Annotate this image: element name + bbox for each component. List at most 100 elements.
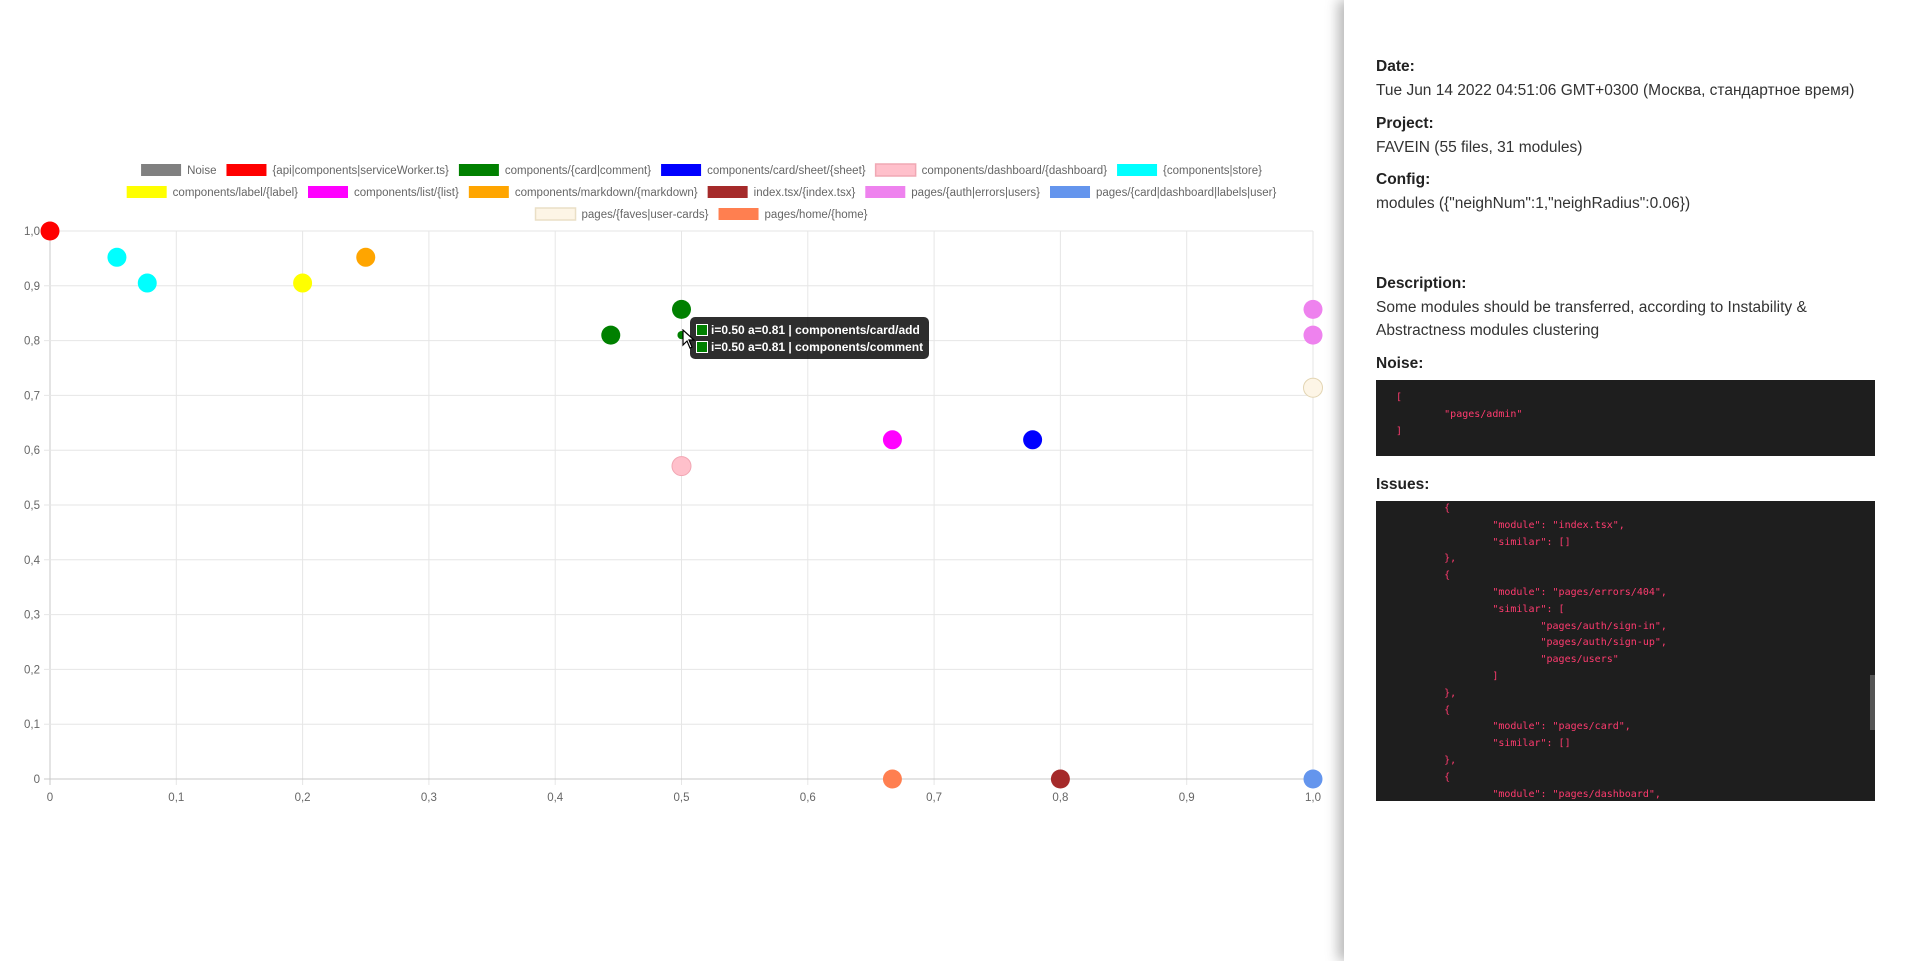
tooltip-row: i=0.50 a=0.81 | components/card/add: [696, 321, 923, 338]
x-tick-label: 0,2: [295, 792, 311, 804]
noise-code: [ "pages/admin" ]: [1396, 392, 1523, 437]
legend-item[interactable]: {api|components|serviceWorker.ts}: [226, 164, 449, 177]
config-label: Config:: [1376, 171, 1431, 188]
legend-swatch: [468, 186, 509, 198]
legend-swatch: [865, 186, 906, 198]
legend-swatch: [1050, 186, 1091, 198]
chart-area: 0 0,1 0,2 0,3 0,4 0,5 0,6 0,7 0,8 0,9 1,0 0 0,1 0,2 0,…: [24, 163, 1323, 804]
legend-label: components/list/{list}: [354, 187, 459, 199]
y-tick-label: 0,8: [24, 336, 40, 348]
legend-item[interactable]: index.tsx/{index.tsx}: [707, 186, 856, 199]
x-tick-label: 0,3: [421, 792, 437, 804]
chart-points[interactable]: [40, 221, 1323, 789]
y-tick-label: 0,5: [24, 500, 40, 512]
date-field: Date: Tue Jun 14 2022 04:51:06 GMT+0300 …: [1376, 58, 1854, 102]
legend-label: pages/{card|dashboard|labels|user}: [1096, 187, 1276, 199]
date-label: Date:: [1376, 58, 1415, 75]
data-point[interactable]: [293, 273, 313, 293]
x-tick-label: 0,5: [674, 792, 690, 804]
chart-axes: 0 0,1 0,2 0,3 0,4 0,5 0,6 0,7 0,8 0,9 1,0 0 0,1 0,2 0,…: [24, 226, 1321, 804]
tooltip-swatch: [696, 340, 708, 353]
legend-swatch: [1117, 164, 1158, 176]
legend-label: components/dashboard/{dashboard}: [922, 165, 1108, 177]
data-point[interactable]: [882, 430, 902, 450]
legend-item[interactable]: components/list/{list}: [307, 186, 459, 199]
data-point[interactable]: [1303, 299, 1323, 319]
data-point[interactable]: [1050, 769, 1070, 789]
legend-label: pages/{auth|errors|users}: [911, 187, 1040, 199]
legend-item[interactable]: pages/{faves|user-cards}: [534, 207, 709, 221]
noise-code-block[interactable]: [ "pages/admin" ]: [1376, 380, 1875, 456]
y-tick-label: 0,4: [24, 555, 41, 567]
y-tick-label: 0: [34, 774, 40, 786]
chart-legend[interactable]: Noise {api|components|serviceWorker.ts} co…: [126, 163, 1277, 221]
issues-label: Issues:: [1376, 476, 1430, 493]
project-field: Project: FAVEIN (55 files, 31 modules): [1376, 115, 1582, 159]
x-tick-label: 0,7: [926, 792, 942, 804]
legend-item[interactable]: components/{card|comment}: [458, 164, 651, 177]
project-value: FAVEIN (55 files, 31 modules): [1376, 139, 1583, 156]
x-tick-label: 0: [47, 792, 53, 804]
noise-label: Noise:: [1376, 355, 1424, 372]
data-point[interactable]: [601, 325, 621, 345]
tooltip-row: i=0.50 a=0.81 | components/comment: [696, 338, 923, 355]
y-tick-label: 1,0: [24, 226, 40, 238]
mouse-cursor-icon: [682, 329, 696, 349]
config-field: Config: modules ({"neighNum":1,"neighRad…: [1376, 171, 1690, 215]
legend-label: Noise: [187, 165, 216, 177]
data-point[interactable]: [1303, 769, 1323, 789]
config-value: modules ({"neighNum":1,"neighRadius":0.0…: [1376, 195, 1691, 212]
legend-label: components/markdown/{markdown}: [515, 187, 698, 199]
data-point[interactable]: [1023, 430, 1043, 450]
y-tick-label: 0,9: [24, 281, 40, 293]
legend-item[interactable]: pages/home/{home}: [718, 208, 868, 221]
chart-tooltip: i=0.50 a=0.81 | components/card/add i=0.…: [690, 317, 930, 359]
data-point[interactable]: [671, 456, 692, 477]
tooltip-swatch: [696, 323, 708, 336]
legend-item[interactable]: components/markdown/{markdown}: [468, 186, 698, 199]
scatter-chart: 0 0,1 0,2 0,3 0,4 0,5 0,6 0,7 0,8 0,9 1,0 0 0,1 0,2 0,…: [24, 163, 1323, 804]
legend-label: {api|components|serviceWorker.ts}: [272, 165, 449, 177]
legend-label: index.tsx/{index.tsx}: [754, 187, 856, 199]
legend-item[interactable]: components/card/sheet/{sheet}: [661, 164, 866, 177]
legend-swatch: [141, 164, 182, 176]
legend-swatch: [458, 164, 499, 176]
x-tick-label: 0,8: [1052, 792, 1068, 804]
legend-item[interactable]: pages/{auth|errors|users}: [865, 186, 1040, 199]
x-tick-label: 1,0: [1305, 792, 1321, 804]
y-tick-label: 0,6: [24, 445, 40, 457]
legend-label: {components|store}: [1163, 165, 1262, 177]
noise-field: Noise:: [1376, 355, 1423, 373]
tooltip-line: i=0.50 a=0.81 | components/comment: [711, 339, 924, 354]
legend-item[interactable]: components/label/{label}: [126, 186, 298, 199]
y-tick-label: 0,3: [24, 610, 40, 622]
project-label: Project:: [1376, 115, 1434, 132]
legend-swatch: [126, 186, 167, 198]
data-point[interactable]: [356, 247, 376, 267]
y-tick-label: 0,1: [24, 719, 40, 731]
legend-item[interactable]: {components|store}: [1117, 164, 1262, 177]
data-point[interactable]: [1303, 377, 1323, 398]
legend-swatch: [307, 186, 348, 198]
legend-item[interactable]: Noise: [141, 164, 216, 177]
data-point[interactable]: [137, 273, 157, 293]
legend-swatch: [707, 186, 748, 198]
data-point[interactable]: [672, 299, 691, 319]
legend-label: pages/{faves|user-cards}: [582, 209, 709, 221]
data-point[interactable]: [1303, 325, 1323, 345]
issues-scrollbar[interactable]: [1870, 675, 1875, 730]
issues-code-block[interactable]: { "module": "index.tsx", "similar": [] }…: [1376, 501, 1875, 801]
legend-label: components/{card|comment}: [505, 165, 651, 177]
data-point[interactable]: [107, 247, 127, 267]
legend-item[interactable]: components/dashboard/{dashboard}: [874, 163, 1108, 177]
legend-item[interactable]: pages/{card|dashboard|labels|user}: [1050, 186, 1276, 199]
issues-code: { "module": "index.tsx", "similar": [] }…: [1444, 503, 1667, 800]
data-point[interactable]: [882, 769, 902, 789]
y-tick-label: 0,2: [24, 664, 40, 676]
data-point[interactable]: [40, 221, 60, 241]
y-tick-label: 0,7: [24, 390, 40, 402]
description-label: Description:: [1376, 275, 1467, 292]
x-tick-label: 0,6: [800, 792, 816, 804]
x-tick-label: 0,4: [547, 792, 564, 804]
tooltip-line: i=0.50 a=0.81 | components/card/add: [711, 322, 920, 337]
